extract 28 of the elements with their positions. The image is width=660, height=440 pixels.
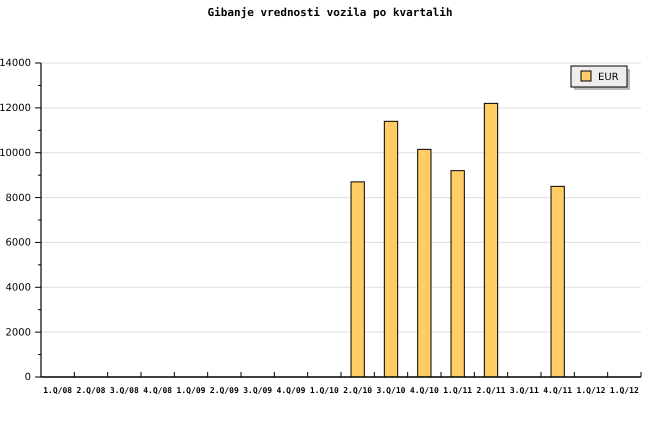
y-tick-label: 14000 bbox=[0, 58, 31, 70]
x-tick-label: 4.Q/10 bbox=[410, 386, 439, 395]
chart-title: Gibanje vrednosti vozila po kvartalih bbox=[207, 6, 453, 19]
x-tick-label: 3.Q/10 bbox=[376, 386, 406, 395]
y-tick-label: 4000 bbox=[6, 282, 31, 294]
x-tick-label: 2.Q/11 bbox=[476, 386, 506, 395]
y-tick-label: 0 bbox=[24, 372, 31, 384]
x-tick-label: 1.Q/11 bbox=[443, 386, 472, 395]
y-tick-label: 12000 bbox=[0, 103, 31, 114]
x-tick-label: 1.Q/08 bbox=[43, 386, 72, 395]
x-tick-label: 2.Q/09 bbox=[210, 386, 239, 395]
x-tick-label: 3.Q/09 bbox=[243, 386, 272, 395]
y-tick-label: 6000 bbox=[6, 238, 31, 249]
x-tick-label: 1.Q/12 bbox=[576, 386, 606, 395]
x-tick-label: 3.Q/11 bbox=[510, 386, 539, 395]
x-tick-label: 2.Q/10 bbox=[343, 386, 372, 395]
x-tick-label: 2.Q/08 bbox=[76, 386, 106, 395]
x-tick-label: 1.Q/09 bbox=[176, 386, 206, 395]
x-tick-label: 4.Q/09 bbox=[276, 386, 306, 395]
x-tick-label: 4.Q/08 bbox=[143, 386, 172, 395]
legend-label: EUR bbox=[598, 72, 619, 83]
x-tick-label: 1.Q/10 bbox=[310, 386, 339, 395]
y-tick-label: 2000 bbox=[6, 327, 31, 338]
x-tick-label: 3.Q/08 bbox=[110, 386, 139, 395]
y-tick-label: 10000 bbox=[0, 148, 31, 159]
x-tick-label: 4.Q/11 bbox=[543, 386, 572, 395]
y-tick-label: 8000 bbox=[6, 192, 31, 204]
x-tick-label: 1.Q/12 bbox=[610, 386, 639, 395]
